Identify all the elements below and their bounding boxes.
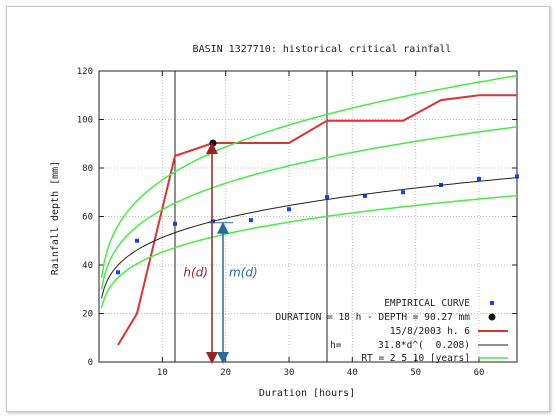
empirical-point (287, 207, 291, 212)
axes: 10 20 30 40 50 60 0 20 40 60 80 100 120 (77, 67, 518, 378)
x-tick-label: 60 (474, 368, 485, 378)
x-tick-label: 40 (347, 368, 358, 378)
y-tick-label: 80 (82, 164, 93, 174)
chart-frame (6, 6, 550, 412)
legend-event: 15/8/2003 h. 6 (390, 326, 470, 337)
empirical-point (515, 174, 519, 179)
series-layer (100, 74, 519, 346)
critical-point (209, 139, 217, 147)
legend-idf-formula: 31.8*d^( (378, 340, 424, 351)
x-axis-label: Duration [hours] (259, 388, 355, 399)
y-tick-label: 40 (82, 261, 93, 271)
y-tick-label: 60 (82, 213, 93, 223)
empirical-point (135, 238, 139, 243)
x-tick-label: 30 (284, 368, 295, 378)
grid (99, 71, 517, 362)
y-tick-label: 100 (77, 116, 93, 126)
empirical-point (363, 193, 367, 198)
legend-sample-critical (488, 313, 496, 321)
legend-idf-prefix: h= (330, 340, 342, 351)
legend-duration: DURATION = 18 h - DEPTH = 90.27 mm (276, 312, 471, 323)
empirical-point (116, 270, 120, 275)
event-line (117, 94, 517, 346)
chart-title: BASIN 1327710: historical critical rainf… (193, 44, 452, 55)
curve-31-8-d-0-208- (101, 177, 518, 299)
empirical-point (173, 221, 177, 226)
y-axis-label: Rainfall depth [mm] (50, 161, 61, 275)
hd-label: h(d) (183, 265, 208, 279)
legend-rt: RT = 2 5 10 [years] (361, 353, 470, 364)
empirical-point (249, 218, 253, 223)
curve-rt-5 (100, 126, 518, 290)
x-tick-label: 50 (410, 368, 421, 378)
legend-idf-exponent: 0.208) (436, 340, 470, 351)
x-tick-label: 10 (157, 368, 168, 378)
curve-rt-10 (100, 74, 518, 279)
y-tick-label: 20 (82, 310, 93, 320)
md-label: m(d) (229, 265, 258, 279)
empirical-point (325, 195, 329, 200)
empirical-point (477, 176, 481, 181)
legend: EMPIRICAL CURVE DURATION = 18 h - DEPTH … (276, 298, 508, 364)
legend-sample-empirical (490, 301, 494, 305)
curve-rt-2 (100, 194, 518, 309)
y-tick-label: 120 (77, 67, 93, 77)
x-tick-label: 20 (220, 368, 231, 378)
y-tick-label: 0 (88, 358, 93, 368)
annotations: h(d) m(d) (183, 139, 258, 364)
empirical-point (401, 190, 405, 195)
legend-empirical: EMPIRICAL CURVE (384, 298, 470, 309)
